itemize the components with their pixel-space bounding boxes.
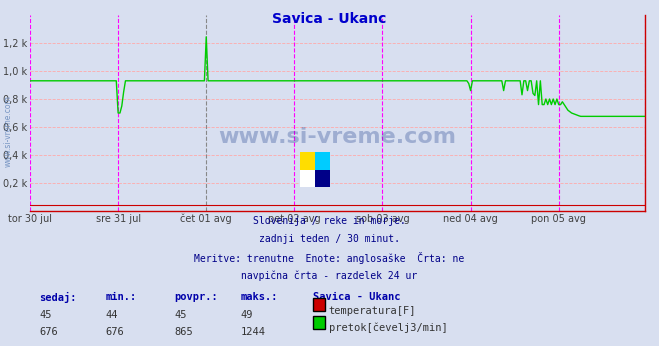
Text: 865: 865 [175, 327, 193, 337]
Text: 49: 49 [241, 310, 253, 320]
Text: navpična črta - razdelek 24 ur: navpična črta - razdelek 24 ur [241, 270, 418, 281]
Bar [315, 170, 330, 187]
Text: 45: 45 [175, 310, 187, 320]
Text: temperatura[F]: temperatura[F] [329, 306, 416, 316]
Text: Meritve: trenutne  Enote: anglosaške  Črta: ne: Meritve: trenutne Enote: anglosaške Črta… [194, 252, 465, 264]
Bar [300, 170, 315, 187]
Text: 44: 44 [105, 310, 118, 320]
Text: 45: 45 [40, 310, 52, 320]
Text: 676: 676 [105, 327, 124, 337]
Text: Savica - Ukanc: Savica - Ukanc [272, 12, 387, 26]
Bar [300, 152, 315, 170]
Text: povpr.:: povpr.: [175, 292, 218, 302]
Bar [315, 152, 330, 170]
Text: www.si-vreme.com: www.si-vreme.com [219, 127, 457, 146]
Text: maks.:: maks.: [241, 292, 278, 302]
Text: zadnji teden / 30 minut.: zadnji teden / 30 minut. [259, 234, 400, 244]
Text: Savica - Ukanc: Savica - Ukanc [313, 292, 401, 302]
Text: 1244: 1244 [241, 327, 266, 337]
Text: Slovenija / reke in morje.: Slovenija / reke in morje. [253, 216, 406, 226]
Text: pretok[čevelj3/min]: pretok[čevelj3/min] [329, 323, 447, 333]
Text: sedaj:: sedaj: [40, 292, 77, 303]
Text: 676: 676 [40, 327, 58, 337]
Text: www.si-vreme.com: www.si-vreme.com [3, 95, 13, 167]
Text: min.:: min.: [105, 292, 136, 302]
